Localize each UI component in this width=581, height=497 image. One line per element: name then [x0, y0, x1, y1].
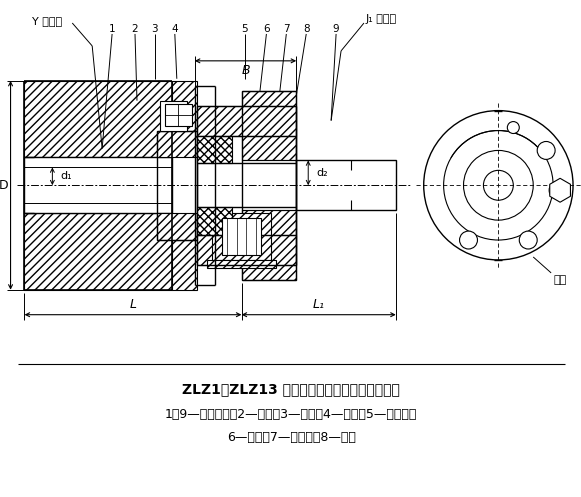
Text: L: L — [130, 298, 137, 311]
Circle shape — [424, 111, 573, 260]
Text: 2: 2 — [132, 24, 138, 34]
Text: 标志: 标志 — [553, 275, 566, 285]
Bar — [24, 158, 172, 213]
Bar — [160, 101, 187, 131]
Polygon shape — [197, 106, 296, 136]
Text: 1、9—半联轴器；2—螺栓；3—垫圈；4—外套；5—内挡板；: 1、9—半联轴器；2—螺栓；3—垫圈；4—外套；5—内挡板； — [165, 408, 418, 421]
Text: d₂: d₂ — [316, 168, 328, 178]
Text: 6—柱销；7—外挡板；8—挡圈: 6—柱销；7—外挡板；8—挡圈 — [227, 431, 356, 444]
Polygon shape — [211, 213, 271, 260]
Text: d₁: d₁ — [60, 171, 72, 181]
Polygon shape — [197, 207, 232, 235]
Polygon shape — [197, 136, 232, 164]
Text: 4: 4 — [171, 24, 178, 34]
Text: 8: 8 — [303, 24, 310, 34]
Polygon shape — [24, 81, 172, 158]
Text: 5: 5 — [241, 24, 248, 34]
Polygon shape — [24, 213, 172, 290]
Text: 6: 6 — [263, 24, 270, 34]
Text: 1: 1 — [109, 24, 116, 34]
Circle shape — [519, 231, 537, 249]
Bar — [221, 218, 261, 255]
Polygon shape — [197, 235, 296, 265]
Text: J₁ 型轴孔: J₁ 型轴孔 — [366, 14, 397, 24]
Polygon shape — [207, 260, 277, 268]
Circle shape — [537, 142, 555, 160]
Text: Y 型轴孔: Y 型轴孔 — [33, 16, 63, 26]
Circle shape — [460, 231, 478, 249]
Polygon shape — [172, 240, 197, 290]
Text: D: D — [0, 179, 8, 192]
Circle shape — [483, 170, 513, 200]
Polygon shape — [157, 131, 197, 158]
Polygon shape — [242, 210, 296, 280]
Polygon shape — [550, 178, 571, 202]
Text: 9: 9 — [333, 24, 339, 34]
Polygon shape — [242, 91, 296, 161]
Circle shape — [464, 151, 533, 220]
Text: 3: 3 — [152, 24, 158, 34]
Text: B: B — [241, 64, 250, 78]
Bar — [165, 104, 192, 126]
Polygon shape — [172, 81, 197, 131]
Circle shape — [549, 181, 567, 199]
Circle shape — [507, 122, 519, 134]
Text: ZLZ1～ZLZ13 型接中间轴弹性柱销齿式联轴器: ZLZ1～ZLZ13 型接中间轴弹性柱销齿式联轴器 — [182, 382, 400, 397]
Text: 7: 7 — [283, 24, 290, 34]
Text: L₁: L₁ — [312, 298, 324, 311]
Bar — [296, 161, 396, 210]
Circle shape — [444, 131, 553, 240]
Polygon shape — [157, 213, 197, 240]
